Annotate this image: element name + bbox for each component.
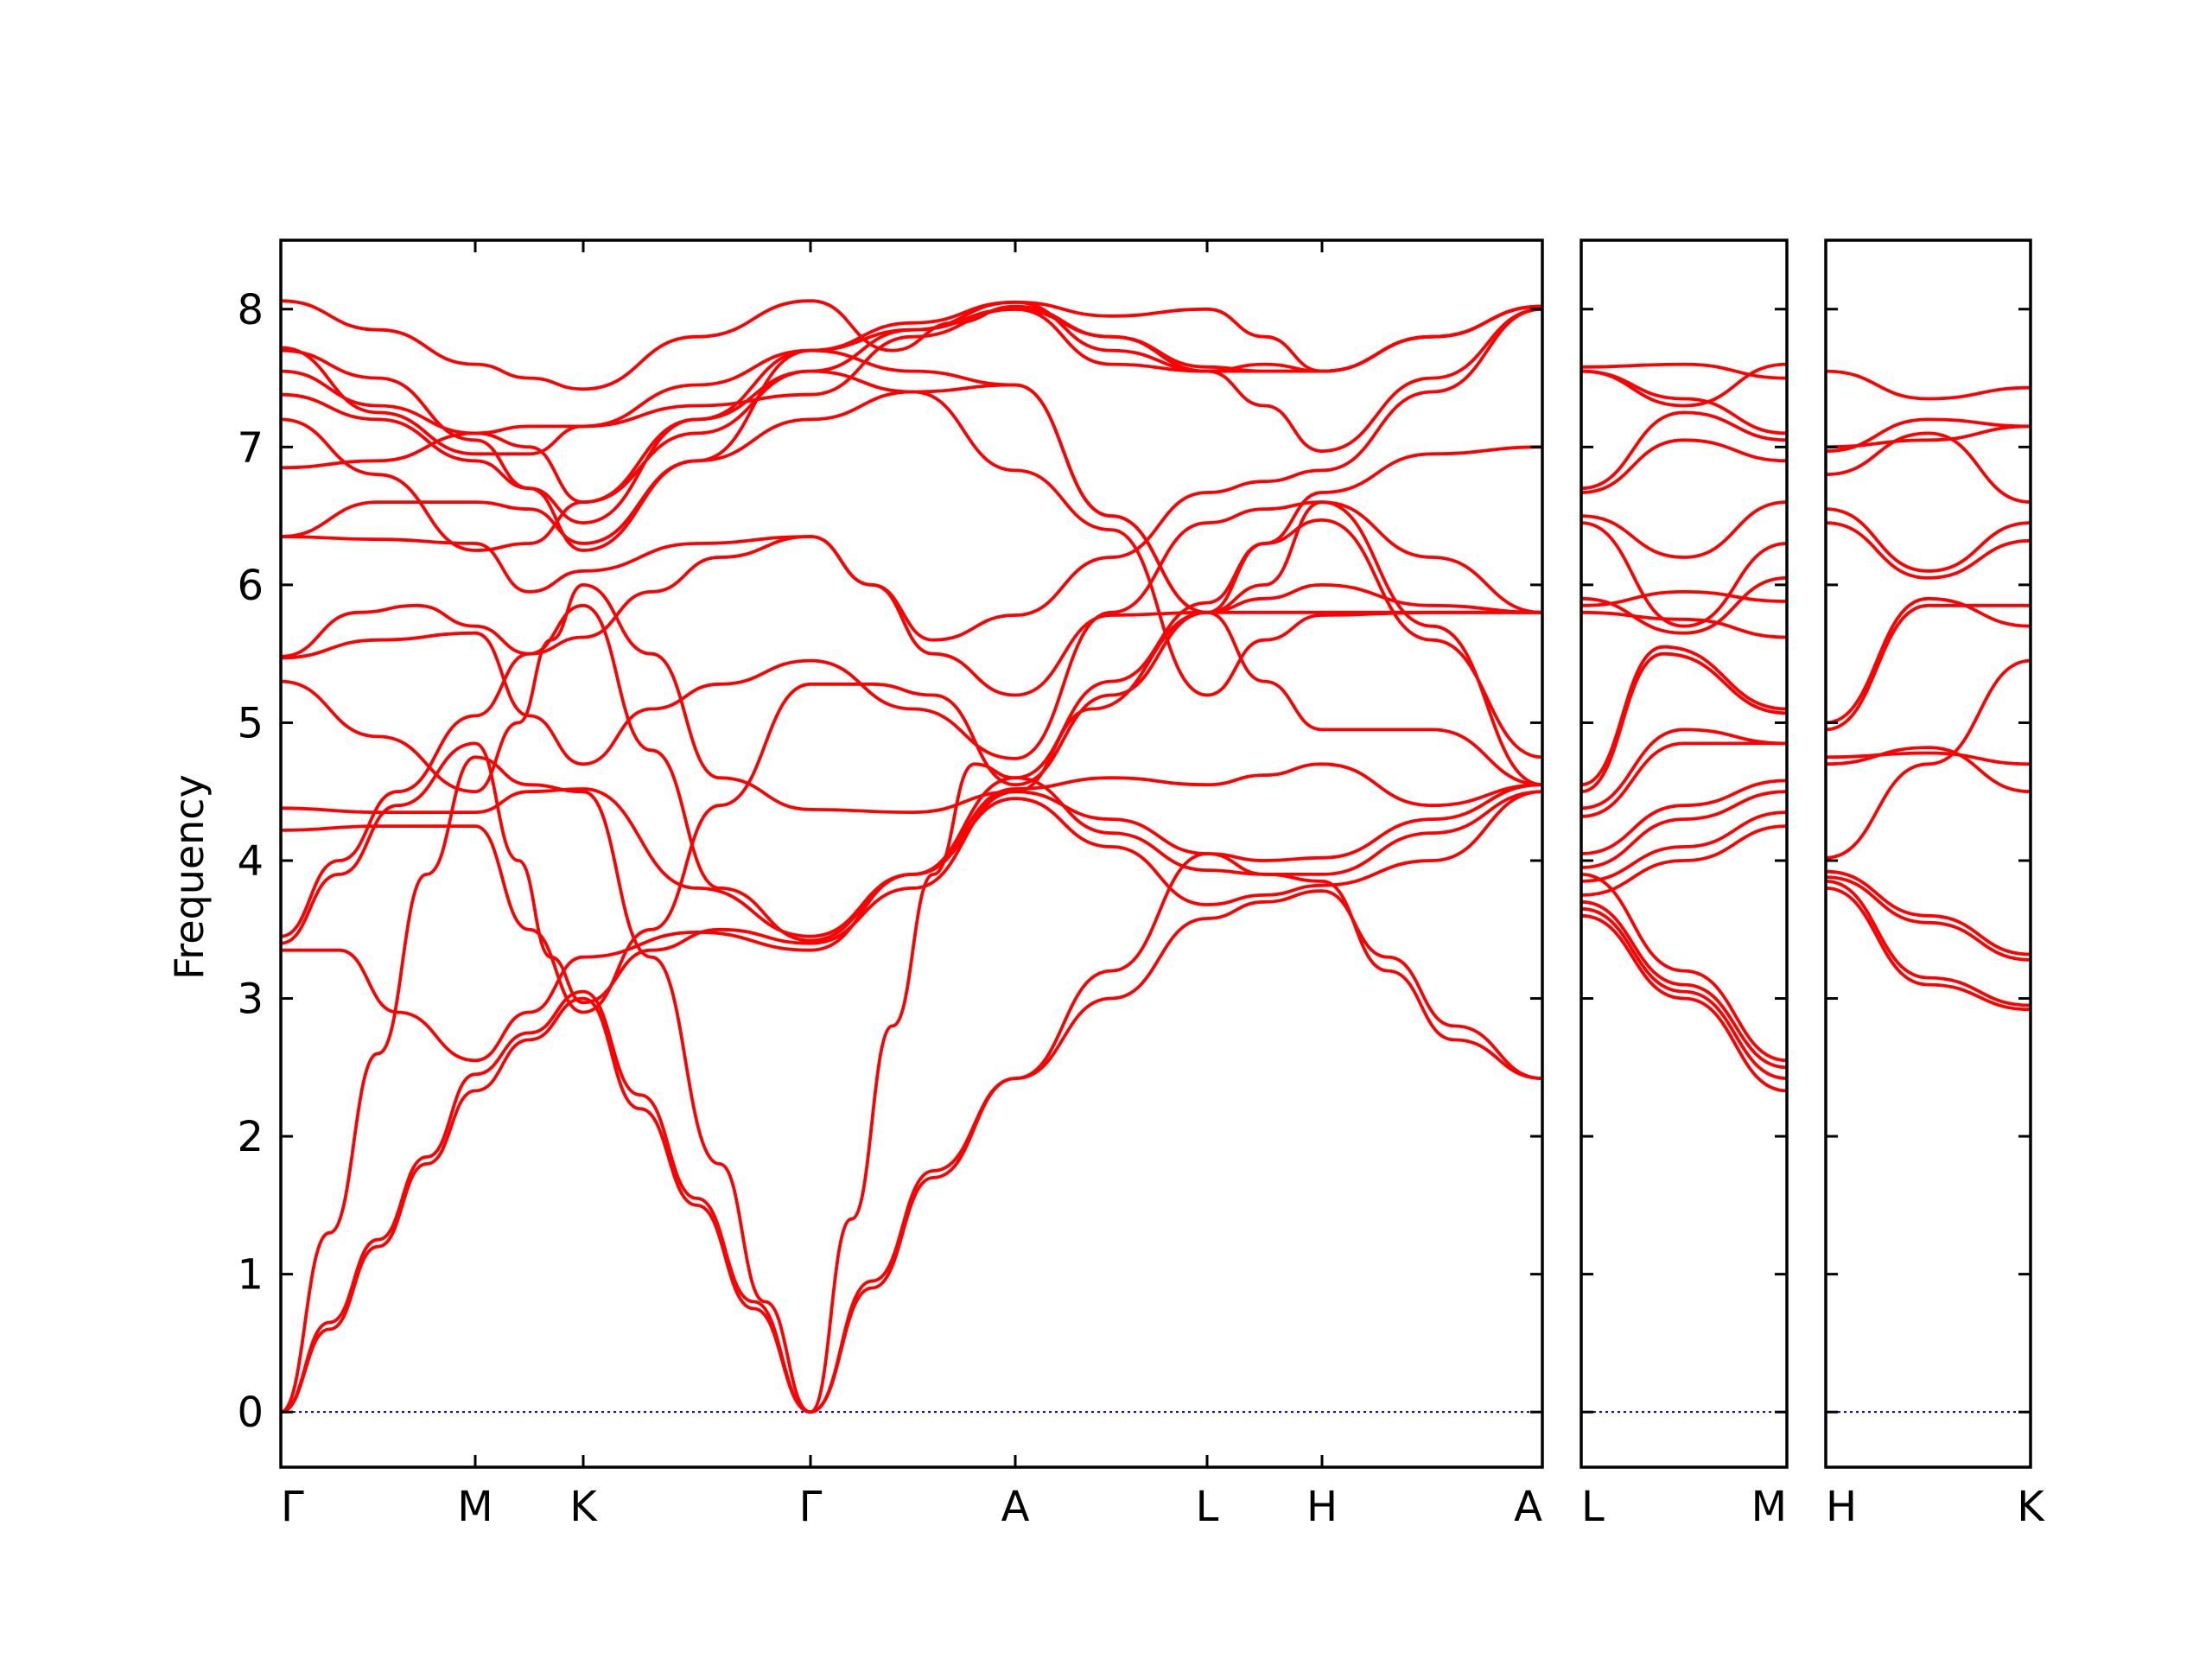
band-line-band-9 — [281, 500, 1542, 814]
y-tick-label: 1 — [237, 1251, 264, 1300]
band-line-hk-11 — [1826, 507, 2031, 573]
band-line-hk-10 — [1826, 521, 2031, 580]
x-tick-label: L — [1196, 1483, 1219, 1531]
band-line-lm-14 — [1581, 590, 1787, 607]
x-tick-label: H — [1306, 1483, 1338, 1531]
band-line-hk-15 — [1826, 369, 2031, 401]
band-line-lm-9 — [1581, 741, 1787, 818]
band-line-lm-8 — [1581, 779, 1787, 855]
band-line-band-8 — [281, 518, 1542, 938]
band-line-lm-18 — [1581, 438, 1787, 494]
band-line-band-18 — [281, 348, 1542, 614]
band-line-lm-7 — [1581, 790, 1787, 869]
band-line-lm-12 — [1581, 645, 1787, 787]
band-line-lm-19 — [1581, 410, 1787, 491]
band-line-hk-9 — [1826, 596, 2031, 725]
x-tick-label: K — [569, 1483, 598, 1531]
band-line-band-14 — [281, 307, 1542, 470]
band-line-hk-14 — [1826, 424, 2031, 449]
band-line-band-12 — [281, 307, 1542, 642]
band-line-hk-8 — [1826, 603, 2031, 732]
panel-frame — [1824, 238, 2032, 1469]
bands-L-M — [1581, 362, 1787, 1093]
band-line-lm-3 — [1581, 899, 1787, 1070]
band-line-hk-2 — [1826, 880, 2031, 1007]
band-line-lm-2 — [1581, 906, 1787, 1080]
band-line-lm-13 — [1581, 610, 1787, 639]
x-tick-label: H — [1826, 1483, 1857, 1531]
band-line-hk-5 — [1826, 658, 2031, 860]
band-line-lm-11 — [1581, 652, 1787, 794]
x-tick-label: Γ — [799, 1483, 823, 1531]
band-line-lm-1 — [1581, 913, 1787, 1093]
band-line-band-19 — [281, 300, 1542, 456]
band-line-lm-4 — [1581, 873, 1787, 1063]
band-line-lm-17 — [1581, 500, 1787, 559]
band-line-lm-15 — [1581, 576, 1787, 635]
x-tick-label: Γ — [281, 1483, 304, 1531]
y-tick-label: 7 — [237, 423, 264, 472]
band-line-band-2 — [281, 852, 1542, 1414]
y-tick-label: 8 — [237, 286, 264, 334]
panel-frame — [1580, 238, 1789, 1469]
x-tick-label: A — [1001, 1483, 1030, 1531]
y-tick-label: 4 — [237, 837, 264, 886]
y-tick-label: 3 — [237, 976, 264, 1024]
band-line-band-17 — [281, 369, 1542, 697]
band-line-lm-5 — [1581, 824, 1787, 897]
band-line-band-7 — [281, 610, 1542, 1014]
band-line-band-5 — [281, 741, 1542, 1005]
bands-main — [281, 299, 1542, 1414]
y-tick-labels: 0 1 2 3 4 5 6 7 8 — [237, 286, 264, 1437]
band-line-lm-16 — [1581, 521, 1787, 628]
band-line-hk-3 — [1826, 875, 2031, 962]
x-tick-label: L — [1581, 1483, 1605, 1531]
band-line-hk-12 — [1826, 431, 2031, 504]
y-axis-label: Frequency — [166, 774, 213, 980]
y-tick-label: 0 — [237, 1389, 264, 1437]
band-line-band-6 — [281, 603, 1542, 943]
band-line-band-20 — [281, 299, 1542, 391]
band-line-band-13 — [281, 383, 1542, 614]
band-line-hk-7 — [1826, 751, 2031, 766]
panel-frame — [279, 238, 1544, 1469]
band-line-hk-1 — [1826, 887, 2031, 1012]
band-line-lm-10 — [1581, 728, 1787, 810]
x-tick-label: A — [1514, 1483, 1542, 1531]
band-line-band-3 — [281, 755, 1542, 1414]
y-tick-label: 6 — [237, 562, 264, 610]
y-tick-label: 5 — [237, 699, 264, 747]
x-tick-label: K — [2017, 1483, 2045, 1531]
band-line-hk-6 — [1826, 746, 2031, 794]
band-line-band-10 — [281, 500, 1542, 766]
band-line-hk-4 — [1826, 869, 2031, 957]
y-tick-label: 2 — [237, 1113, 264, 1161]
x-tick-label: M — [457, 1483, 493, 1531]
band-line-lm-6 — [1581, 810, 1787, 883]
bands-H-K — [1826, 369, 2031, 1012]
band-line-lm-22 — [1581, 362, 1787, 408]
x-tick-label: M — [1751, 1483, 1787, 1531]
